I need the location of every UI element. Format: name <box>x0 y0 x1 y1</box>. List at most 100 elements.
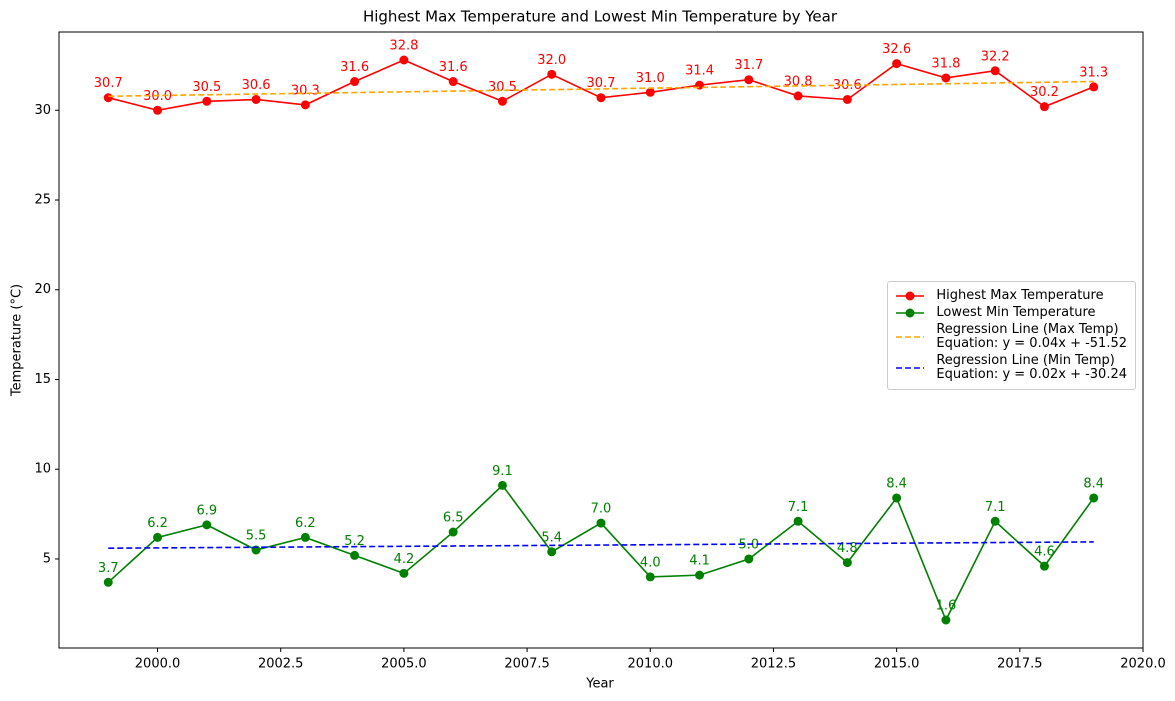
data-point <box>1089 82 1099 92</box>
legend-item: Lowest Min Temperature <box>894 306 1127 320</box>
data-point <box>547 69 557 79</box>
legend-label: Highest Max Temperature <box>936 288 1104 303</box>
data-point <box>793 516 803 526</box>
data-label: 32.2 <box>981 49 1010 64</box>
data-label: 30.7 <box>587 76 616 91</box>
x-tick-label: 2015.0 <box>874 657 920 672</box>
data-point <box>695 80 705 90</box>
plot-frame <box>58 31 1144 649</box>
data-label: 4.1 <box>689 554 710 569</box>
data-label: 31.7 <box>734 58 763 73</box>
y-tick-label: 15 <box>34 372 51 387</box>
data-label: 32.0 <box>537 53 566 68</box>
data-label: 5.5 <box>246 529 267 544</box>
data-label: 5.2 <box>344 534 365 549</box>
data-point <box>793 91 803 101</box>
data-label: 31.3 <box>1079 65 1108 80</box>
data-point <box>645 572 655 582</box>
data-label: 31.6 <box>340 60 369 75</box>
y-tick-label: 30 <box>34 103 51 118</box>
data-point <box>1089 493 1099 503</box>
data-label: 8.4 <box>886 476 907 491</box>
y-tick-label: 5 <box>43 551 51 566</box>
data-label: 30.6 <box>242 78 271 93</box>
y-tick-label: 10 <box>34 462 51 477</box>
data-point <box>251 94 261 104</box>
data-point <box>990 66 1000 76</box>
x-tick-label: 2017.5 <box>997 657 1043 672</box>
x-axis-label: Year <box>585 677 614 692</box>
data-label: 32.6 <box>882 42 911 57</box>
data-point <box>350 550 360 560</box>
data-label: 30.2 <box>1030 85 1059 100</box>
legend-swatch <box>896 308 925 318</box>
data-point <box>596 93 606 103</box>
data-point <box>350 77 360 87</box>
data-point <box>202 96 212 106</box>
data-point <box>990 516 1000 526</box>
legend-label: Regression Line (Min Temp) Equation: y =… <box>936 353 1127 382</box>
data-label: 6.5 <box>443 511 464 526</box>
data-label: 30.7 <box>94 76 123 91</box>
data-label: 3.7 <box>98 561 119 576</box>
y-tick-label: 25 <box>34 193 51 208</box>
data-point <box>547 547 557 557</box>
data-point <box>399 568 409 578</box>
data-label: 7.1 <box>985 500 1006 515</box>
data-point <box>1039 102 1049 112</box>
data-point <box>892 59 902 69</box>
data-point <box>941 615 951 625</box>
series-line <box>108 541 1094 550</box>
data-point <box>497 96 507 106</box>
data-label: 5.4 <box>541 530 562 545</box>
data-point <box>596 518 606 528</box>
data-point <box>300 100 310 110</box>
data-point <box>842 94 852 104</box>
legend: Highest Max Temperature Lowest Min Temper… <box>887 281 1136 390</box>
data-point <box>448 77 458 87</box>
data-point <box>153 105 163 115</box>
data-label: 9.1 <box>492 464 513 479</box>
data-point <box>744 75 754 85</box>
data-point <box>695 570 705 580</box>
data-label: 1.6 <box>936 599 957 614</box>
x-tick-label: 2010.0 <box>628 657 674 672</box>
data-label: 6.2 <box>295 516 316 531</box>
chart-title: Highest Max Temperature and Lowest Min T… <box>363 8 838 26</box>
data-label: 4.6 <box>1034 545 1055 560</box>
data-point <box>448 527 458 537</box>
data-label: 31.0 <box>636 71 665 86</box>
legend-label: Regression Line (Max Temp) Equation: y =… <box>936 322 1127 351</box>
data-point <box>202 520 212 530</box>
legend-swatch <box>896 367 925 369</box>
data-point <box>941 73 951 83</box>
data-point <box>153 532 163 542</box>
data-point <box>103 577 113 587</box>
legend-swatch <box>896 336 925 338</box>
data-label: 4.0 <box>640 555 661 570</box>
data-label: 4.2 <box>394 552 415 567</box>
data-point <box>645 87 655 97</box>
x-tick-label: 2007.5 <box>504 657 550 672</box>
data-point <box>497 480 507 490</box>
data-point <box>892 493 902 503</box>
legend-swatch <box>896 291 925 301</box>
data-point <box>103 93 113 103</box>
data-label: 6.9 <box>196 503 217 518</box>
data-label: 5.0 <box>738 537 759 552</box>
data-label: 32.8 <box>389 39 418 54</box>
x-tick-label: 2005.0 <box>381 657 427 672</box>
data-label: 8.4 <box>1083 476 1104 491</box>
legend-item: Highest Max Temperature <box>894 289 1127 303</box>
legend-item: Regression Line (Min Temp) Equation: y =… <box>894 354 1127 382</box>
legend-label: Lowest Min Temperature <box>936 305 1096 320</box>
data-label: 7.1 <box>788 500 809 515</box>
x-tick-label: 2012.5 <box>751 657 797 672</box>
data-label: 31.6 <box>439 60 468 75</box>
y-axis-label: Temperature (°C) <box>10 284 25 397</box>
x-tick-label: 2000.0 <box>135 657 181 672</box>
x-tick-label: 2020.0 <box>1120 657 1166 672</box>
legend-item: Regression Line (Max Temp) Equation: y =… <box>894 323 1127 351</box>
